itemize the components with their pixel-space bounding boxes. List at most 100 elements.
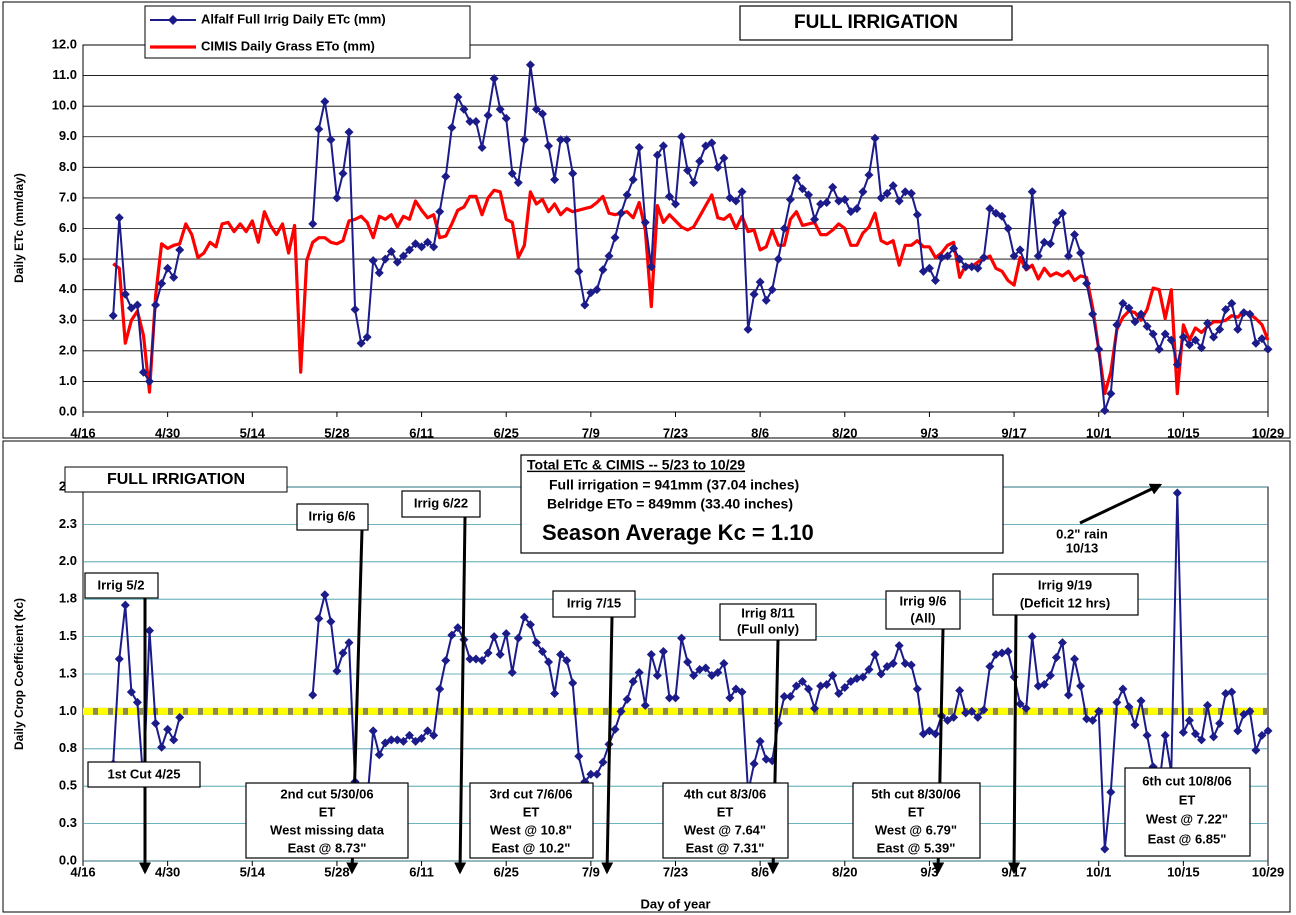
data-point — [628, 676, 638, 686]
data-point — [1106, 787, 1116, 797]
data-point — [1209, 332, 1219, 342]
data-point — [773, 254, 783, 264]
data-point — [791, 681, 801, 691]
y-tick-label: 4.0 — [59, 281, 77, 296]
annotation-text: Full irrigation = 941mm (37.04 inches) — [549, 477, 799, 493]
data-point — [1251, 338, 1261, 348]
data-point — [392, 257, 402, 267]
title-box — [64, 466, 288, 493]
data-point — [495, 650, 505, 660]
x-tick-label: 5/28 — [324, 864, 349, 879]
y-tick-label: 0.8 — [59, 740, 77, 755]
data-point — [1215, 324, 1225, 334]
data-point — [658, 141, 668, 151]
data-point — [1130, 720, 1140, 730]
x-tick-label: 8/6 — [751, 864, 769, 879]
x-tick-label: 6/25 — [494, 425, 519, 440]
x-tick-label: 10/15 — [1167, 864, 1200, 879]
chart-title: FULL IRRIGATION — [107, 471, 245, 488]
data-point — [949, 243, 959, 253]
data-point — [797, 184, 807, 194]
annotation-text: Irrig 6/6 — [309, 508, 356, 523]
data-point — [1051, 653, 1061, 663]
data-point — [537, 647, 547, 657]
data-point — [513, 178, 523, 188]
data-point — [471, 116, 481, 126]
data-point — [308, 690, 318, 700]
data-point — [1057, 208, 1067, 218]
data-point — [598, 757, 608, 767]
data-point — [616, 706, 626, 716]
data-point — [918, 266, 928, 276]
data-point — [132, 697, 142, 707]
data-point — [1039, 679, 1049, 689]
annotation-text: 3rd cut 7/6/06 — [489, 786, 572, 801]
annotation-text: East @ 5.39" — [877, 840, 956, 855]
data-point — [531, 638, 541, 648]
y-tick-label: 9.0 — [59, 128, 77, 143]
data-point — [1057, 638, 1067, 648]
data-point — [804, 684, 814, 694]
data-point — [380, 738, 390, 748]
data-point — [973, 263, 983, 273]
data-point — [556, 135, 566, 145]
data-point — [846, 676, 856, 686]
data-point — [918, 729, 928, 739]
annotation-arrow — [601, 616, 614, 875]
x-tick-label: 6/11 — [409, 864, 434, 879]
data-point — [701, 663, 711, 673]
data-point — [120, 600, 130, 610]
annotation-box — [719, 603, 817, 641]
annotation-text: Irrig 5/2 — [98, 577, 145, 592]
data-point — [634, 668, 644, 678]
data-point — [574, 266, 584, 276]
data-point — [1196, 343, 1206, 353]
annotation-arrow — [1079, 483, 1163, 525]
data-point — [320, 97, 330, 107]
data-point — [816, 199, 826, 209]
data-point — [314, 614, 324, 624]
x-tick-label: 10/29 — [1252, 425, 1285, 440]
data-point — [441, 656, 451, 666]
data-point — [1124, 303, 1134, 313]
data-point — [985, 204, 995, 214]
annotation-text: 10/13 — [1066, 540, 1099, 555]
data-point — [338, 648, 348, 658]
data-point — [374, 268, 384, 278]
data-point — [1215, 718, 1225, 728]
data-point — [344, 638, 354, 648]
data-point — [1160, 329, 1170, 339]
y-tick-label: 10.0 — [52, 98, 77, 113]
annotation-text: ET — [523, 804, 540, 819]
annotation-text: 4th cut 8/3/06 — [684, 786, 766, 801]
data-point — [507, 668, 517, 678]
data-point — [519, 135, 529, 145]
data-point — [550, 688, 560, 698]
x-tick-label: 10/1 — [1086, 425, 1111, 440]
data-point — [344, 127, 354, 137]
data-point — [368, 256, 378, 266]
data-point — [1003, 224, 1013, 233]
data-point — [1100, 405, 1110, 415]
data-point — [810, 214, 820, 224]
data-point — [1190, 729, 1200, 739]
data-point — [840, 194, 850, 204]
x-tick-label: 7/23 — [663, 425, 688, 440]
data-point — [1094, 344, 1104, 354]
data-point — [1015, 699, 1025, 709]
data-point — [350, 305, 360, 315]
annotation-arrow — [454, 516, 467, 875]
data-point — [961, 262, 971, 272]
x-tick-label: 5/14 — [240, 864, 266, 879]
data-point — [489, 74, 499, 84]
annotation-box — [552, 590, 636, 618]
annotation-text: East @ 6.85" — [1148, 831, 1227, 846]
data-point — [1088, 309, 1098, 319]
data-point — [840, 682, 850, 692]
data-point — [1094, 706, 1104, 716]
data-point — [537, 109, 547, 119]
x-tick-label: 10/1 — [1086, 864, 1111, 879]
data-point — [761, 295, 771, 305]
data-point — [882, 662, 892, 672]
annotation-text: ET — [319, 804, 336, 819]
